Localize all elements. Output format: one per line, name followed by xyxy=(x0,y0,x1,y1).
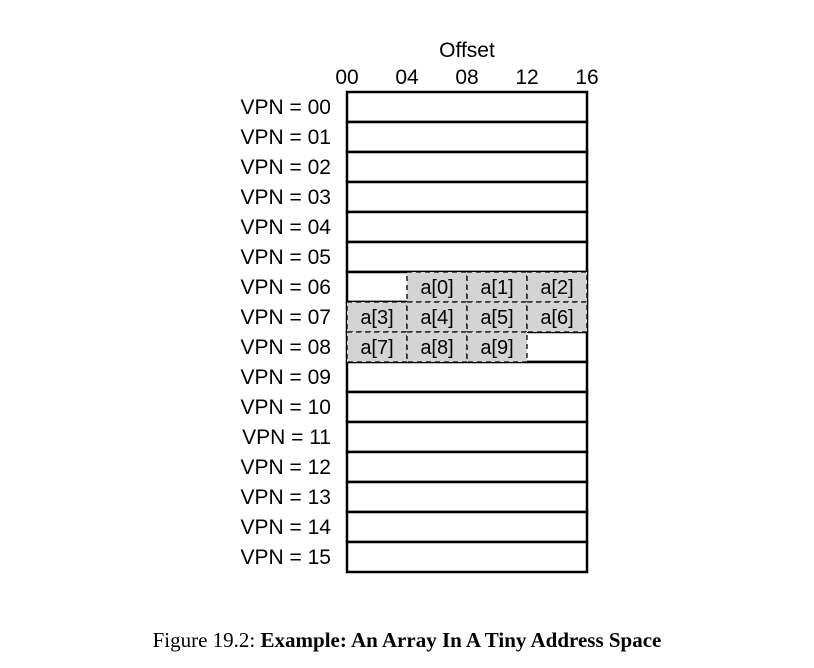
array-cell-label: a[9] xyxy=(480,337,513,359)
array-cell: a[0] xyxy=(406,271,468,303)
array-cell-label: a[4] xyxy=(420,307,453,329)
offset-tick-label: 12 xyxy=(515,66,538,89)
page-row-box xyxy=(345,240,589,274)
array-cell-box xyxy=(346,301,408,333)
array-cell: a[3] xyxy=(346,301,408,333)
vpn-row-label: VPN = 14 xyxy=(241,516,332,539)
array-cell-box xyxy=(466,331,528,363)
vpn-row-label: VPN = 03 xyxy=(241,186,331,209)
array-cell-label: a[6] xyxy=(540,307,573,329)
array-cell: a[9] xyxy=(466,331,528,363)
array-cell-label: a[2] xyxy=(540,277,573,299)
vpn-row-label: VPN = 04 xyxy=(241,216,332,239)
vpn-row-label: VPN = 00 xyxy=(241,96,331,119)
caption-prefix: Figure 19.2: xyxy=(152,628,261,652)
array-cell: a[5] xyxy=(466,301,528,333)
array-cell-box xyxy=(526,271,588,303)
page-row-box xyxy=(345,150,589,184)
page-row-box xyxy=(345,180,589,214)
array-cell: a[6] xyxy=(526,301,588,333)
array-cell-box xyxy=(406,271,468,303)
offset-tick-label: 04 xyxy=(395,66,419,89)
offset-title: Offset xyxy=(439,39,495,62)
page-row-box xyxy=(345,210,589,244)
vpn-row-label: VPN = 09 xyxy=(241,366,331,389)
offset-tick-label: 08 xyxy=(455,66,478,89)
array-cell-box xyxy=(406,301,468,333)
vpn-row-label: VPN = 05 xyxy=(241,246,331,269)
vpn-row-label: VPN = 08 xyxy=(241,336,331,359)
array-cell: a[2] xyxy=(526,271,588,303)
array-cell: a[1] xyxy=(466,271,528,303)
page-rows xyxy=(345,90,589,574)
page-row-box xyxy=(345,450,589,484)
array-cell-label: a[8] xyxy=(420,337,453,359)
vpn-row-label: VPN = 12 xyxy=(241,456,331,479)
array-cell-box xyxy=(526,301,588,333)
offset-tick-label: 00 xyxy=(335,66,358,89)
vpn-row-label: VPN = 02 xyxy=(241,156,331,179)
offset-tick-labels: 00 04 08 12 16 xyxy=(335,66,598,89)
page-row-box xyxy=(345,480,589,514)
array-cell: a[8] xyxy=(406,331,468,363)
page-row-box xyxy=(345,360,589,394)
vpn-row-label: VPN = 13 xyxy=(241,486,331,509)
figure-caption: Figure 19.2: Example: An Array In A Tiny… xyxy=(0,628,814,653)
array-cell-box xyxy=(406,331,468,363)
array-cell-label: a[5] xyxy=(480,307,513,329)
vpn-row-label: VPN = 10 xyxy=(241,396,331,419)
page-row-box xyxy=(345,390,589,424)
array-cell: a[4] xyxy=(406,301,468,333)
array-cell-label: a[3] xyxy=(360,307,393,329)
page-row-box xyxy=(345,420,589,454)
array-cells: a[0] a[1] a[2] a[3] a[4] a[5] a[6] a[7] a[8] a[9] xyxy=(346,271,588,363)
vpn-row-labels: VPN = 00 VPN = 01 VPN = 02 VPN = 03 VPN = 04… xyxy=(241,96,332,569)
vpn-row-label: VPN = 15 xyxy=(241,546,331,569)
array-cell-label: a[0] xyxy=(420,277,453,299)
page-row-box xyxy=(345,510,589,544)
vpn-row-label: VPN = 11 xyxy=(242,426,331,449)
vpn-row-label: VPN = 07 xyxy=(241,306,331,329)
array-cell-label: a[7] xyxy=(360,337,393,359)
array-cell-label: a[1] xyxy=(480,277,513,299)
vpn-row-label: VPN = 06 xyxy=(241,276,331,299)
page-row-box xyxy=(345,90,589,124)
caption-title: Example: An Array In A Tiny Address Spac… xyxy=(260,628,662,652)
vpn-row-label: VPN = 01 xyxy=(241,126,331,149)
page-row-box xyxy=(345,120,589,154)
array-cell-box xyxy=(346,331,408,363)
offset-tick-label: 16 xyxy=(575,66,598,89)
array-cell: a[7] xyxy=(346,331,408,363)
page-row-box xyxy=(345,540,589,574)
array-cell-box xyxy=(466,271,528,303)
